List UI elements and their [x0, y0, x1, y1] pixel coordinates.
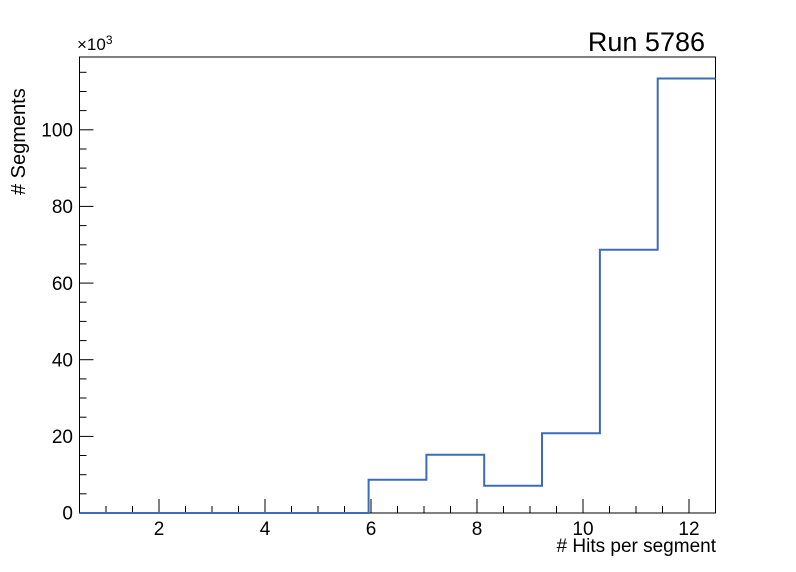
y-axis-multiplier-exponent: 3 — [105, 33, 113, 47]
plot-title: Run 5786 — [587, 27, 705, 57]
y-tick-label: 60 — [52, 274, 73, 295]
x-tick-label: 10 — [572, 519, 593, 540]
x-tick-label: 12 — [678, 519, 699, 540]
y-axis-multiplier-base: ×10 — [77, 35, 106, 54]
histogram-line — [79, 77, 716, 514]
y-tick-label: 0 — [62, 504, 73, 525]
x-axis-title: # Hits per segment — [556, 536, 716, 557]
y-tick-label: 20 — [52, 427, 73, 448]
plot-frame — [79, 56, 716, 514]
x-tick-label: 4 — [260, 519, 271, 540]
y-tick-label: 40 — [52, 350, 73, 371]
y-axis-multiplier: ×103 — [77, 34, 113, 53]
y-tick-label: 100 — [41, 120, 73, 141]
y-axis-title: # Segments — [8, 88, 30, 195]
y-tick-label: 80 — [52, 197, 73, 218]
x-tick-label: 8 — [472, 519, 483, 540]
x-tick-label: 6 — [366, 519, 377, 540]
x-tick-label: 2 — [154, 519, 165, 540]
